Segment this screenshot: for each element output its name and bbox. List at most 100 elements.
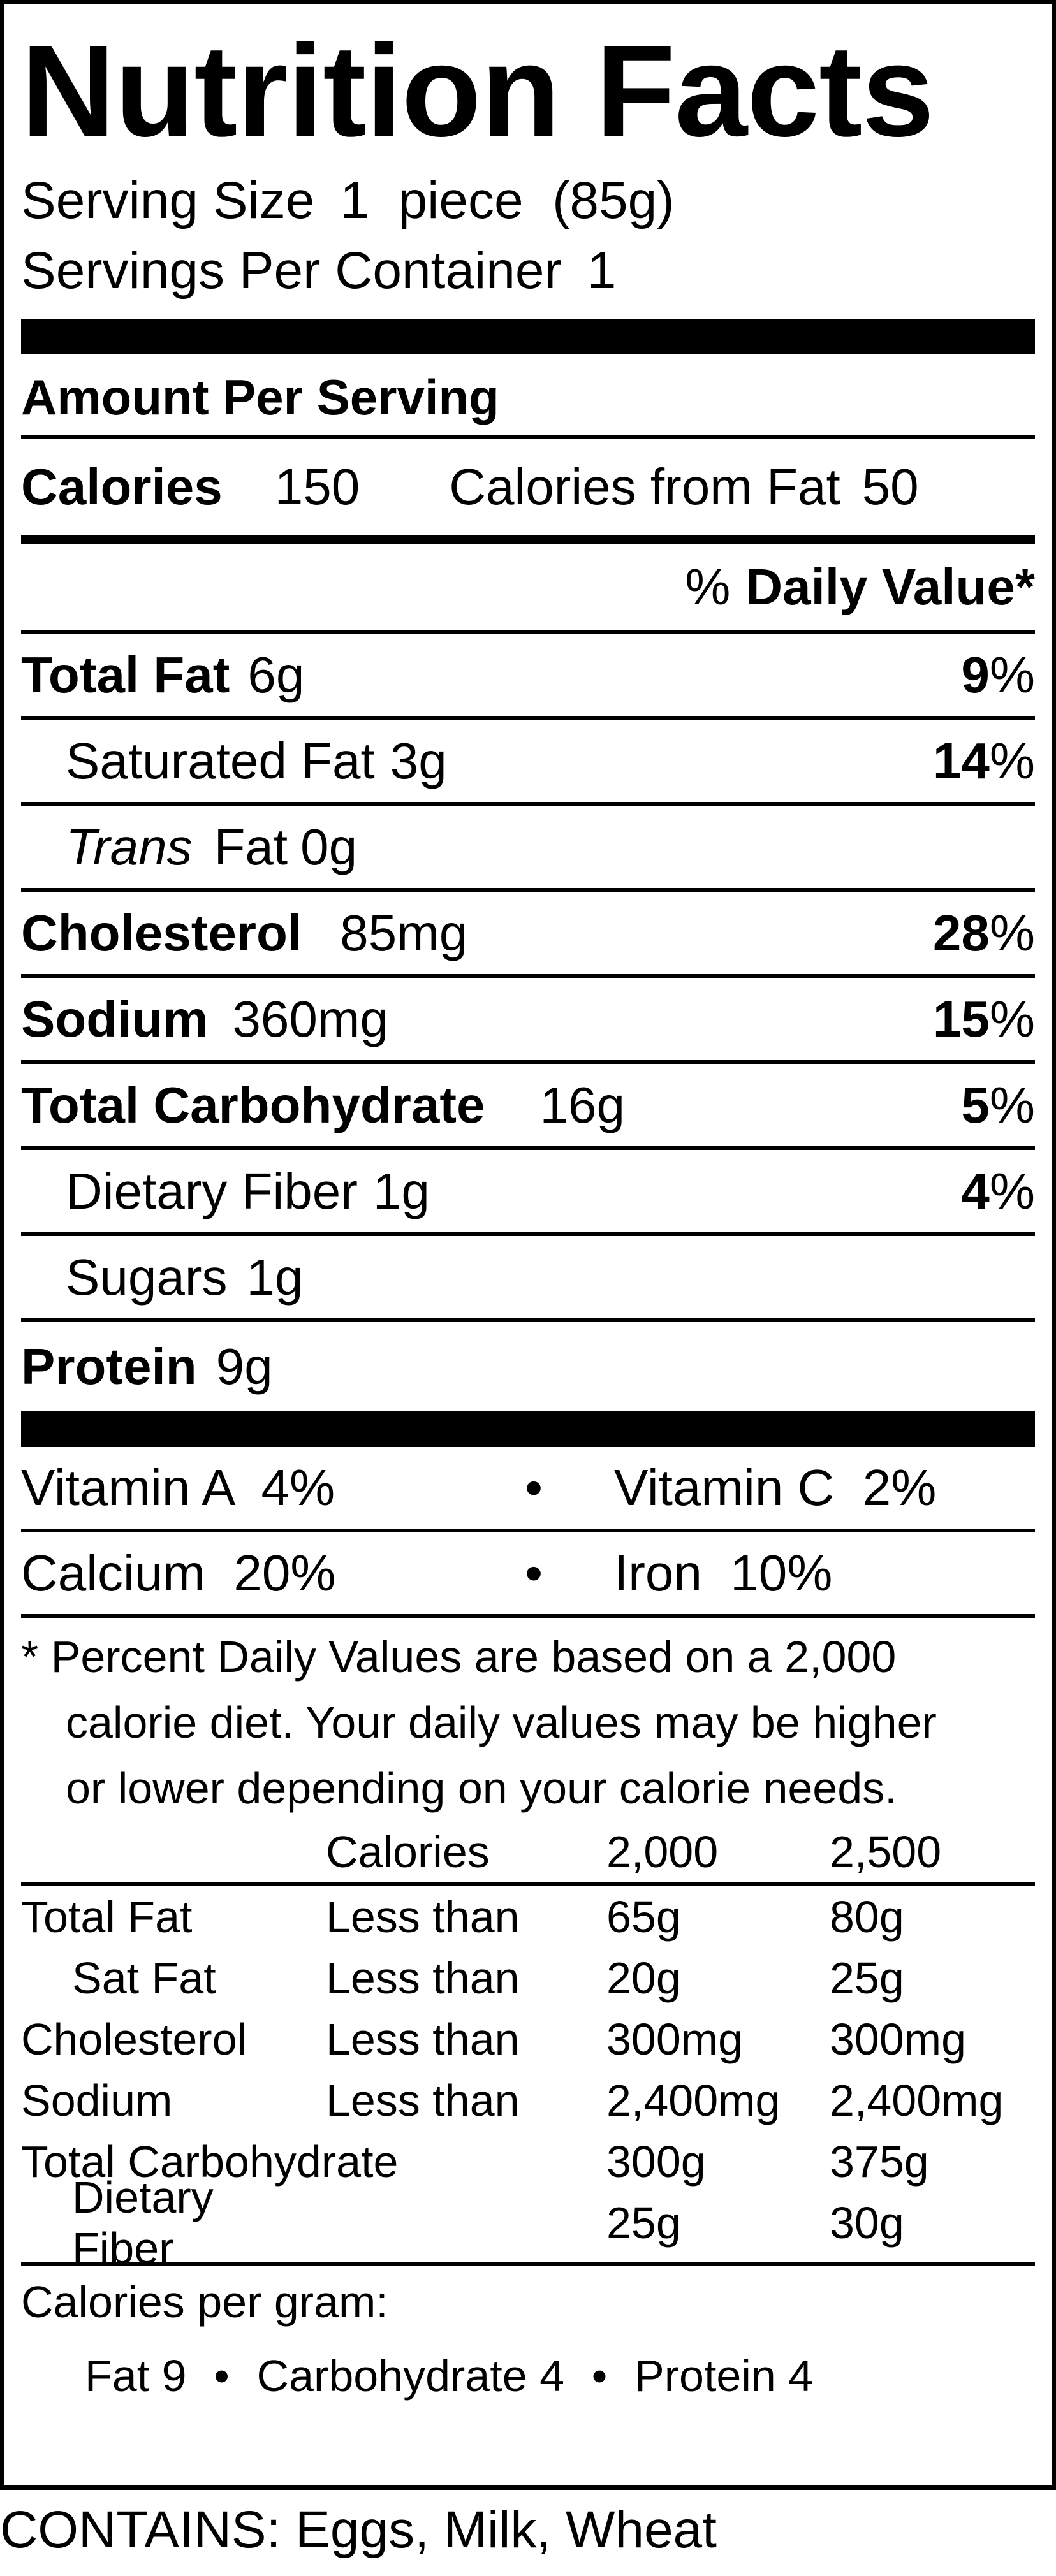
vitamin-left: Vitamin A 4% — [21, 1459, 335, 1516]
bullet-separator: • — [214, 2351, 230, 2401]
nutrient-name: Trans — [66, 818, 193, 875]
table-cell: 300g — [606, 2137, 706, 2187]
table-cell: Dietary Fiber — [72, 2172, 214, 2273]
table-cell: Less than — [326, 1892, 520, 1942]
nutrient-name: Total Carbohydrate — [21, 1076, 485, 1133]
table-row: Total Carbohydrate 300g 375g — [21, 2131, 1035, 2192]
vitamin-right: Iron 10% — [614, 1545, 833, 1601]
nutrient-name: Dietary Fiber — [66, 1162, 358, 1219]
nutrition-label: Nutrition Facts Serving Size 1 piece (85… — [0, 0, 1056, 2490]
nutrient-amount: 1g — [246, 1248, 304, 1306]
nutrient-dv: 14% — [932, 732, 1035, 789]
table-cell: Sat Fat — [72, 1953, 216, 2003]
vitamin-left: Calcium 20% — [21, 1545, 336, 1601]
table-cell: 2,400mg — [830, 2076, 1004, 2125]
calories-value: 150 — [274, 458, 360, 515]
table-cell: 2,000 — [606, 1827, 719, 1877]
calories-row: Calories 150 Calories from Fat 50 — [21, 435, 1035, 535]
table-cell: 300mg — [606, 2014, 744, 2064]
serving-size-row: Serving Size 1 piece (85g) — [21, 166, 1035, 236]
nutrient-dv: 4% — [961, 1162, 1035, 1219]
servings-per-container-value: 1 — [587, 242, 617, 300]
nutrient-row-total-carbohydrate: Total Carbohydrate 16g 5% — [21, 1060, 1035, 1146]
table-cell: 65g — [606, 1892, 681, 1942]
table-row: Total Fat Less than 65g 80g — [21, 1886, 1035, 1947]
nutrient-row-cholesterol: Cholesterol 85mg 28% — [21, 888, 1035, 974]
footnote-line: or lower depending on your calorie needs… — [66, 1763, 897, 1813]
servings-per-container-row: Servings Per Container 1 — [21, 236, 1035, 306]
nutrient-amount: 1g — [372, 1162, 430, 1219]
table-row: Sat Fat Less than 20g 25g — [21, 1947, 1035, 2009]
table-cell: Total Carbohydrate — [21, 2137, 399, 2187]
nutrient-name: Sugars — [66, 1248, 228, 1306]
nutrient-dv: 5% — [961, 1076, 1035, 1133]
table-cell: 2,500 — [830, 1827, 942, 1877]
table-cell: Calories — [326, 1827, 490, 1877]
nutrient-dv: 28% — [932, 904, 1035, 961]
calories-label: Calories — [21, 458, 223, 515]
table-cell: Total Fat — [21, 1892, 193, 1942]
nutrient-amount: 0g — [300, 818, 358, 875]
nutrient-dv: 9% — [961, 646, 1035, 703]
table-cell: Less than — [326, 2076, 520, 2125]
nutrient-amount: 360mg — [232, 990, 388, 1047]
nutrient-row-protein: Protein 9g — [21, 1318, 1035, 1411]
table-cell: 375g — [830, 2137, 929, 2187]
table-cell: 30g — [830, 2198, 904, 2248]
nutrient-name-rest: Fat — [214, 818, 288, 875]
table-row: Cholesterol Less than 300mg 300mg — [21, 2009, 1035, 2070]
nutrient-name: Sodium — [21, 990, 209, 1047]
nutrient-dv: 15% — [932, 990, 1035, 1047]
table-cell: Less than — [326, 1953, 520, 2003]
nutrient-row-sodium: Sodium 360mg 15% — [21, 974, 1035, 1060]
thick-divider — [21, 1411, 1035, 1447]
table-cell: 300mg — [830, 2014, 967, 2064]
table-cell: 2,400mg — [606, 2076, 781, 2125]
table-cell: 25g — [606, 2198, 681, 2248]
allergen-statement: CONTAINS: Eggs, Milk, Wheat — [0, 2501, 717, 2559]
bullet-separator: • — [591, 2351, 608, 2401]
footnote: * Percent Daily Values are based on a 2,… — [21, 1624, 1035, 1821]
nutrient-row-saturated-fat: Saturated Fat 3g 14% — [21, 716, 1035, 802]
vitamin-row: Vitamin A 4% • Vitamin C 2% — [21, 1447, 1035, 1529]
amount-per-serving: Amount Per Serving — [21, 368, 499, 425]
nutrient-name: Total Fat — [21, 646, 230, 703]
nutrient-row-total-fat: Total Fat 6g 9% — [21, 630, 1035, 716]
calories-from-fat-label: Calories from Fat — [449, 458, 840, 515]
table-cell: Sodium — [21, 2076, 173, 2125]
nutrient-row-dietary-fiber: Dietary Fiber 1g 4% — [21, 1146, 1035, 1232]
daily-value-table: Calories 2,000 2,500 Total Fat Less than… — [21, 1821, 1035, 2273]
nutrient-name: Saturated Fat — [66, 732, 375, 789]
nutrient-amount: 9g — [216, 1338, 273, 1395]
calories-per-gram-protein: Protein 4 — [634, 2351, 814, 2401]
nutrient-amount: 16g — [539, 1076, 625, 1133]
footnote-line: calorie diet. Your daily values may be h… — [66, 1698, 937, 1747]
nutrient-amount: 85mg — [340, 904, 468, 961]
calories-from-fat-value: 50 — [862, 458, 919, 515]
serving-size-label: Serving Size — [21, 171, 315, 229]
nutrient-row-sugars: Sugars 1g — [21, 1232, 1035, 1318]
table-cell: 25g — [830, 1953, 904, 2003]
nutrient-amount: 6g — [247, 646, 305, 703]
nutrient-name: Protein — [21, 1338, 197, 1395]
calories-per-gram-label: Calories per gram: — [21, 2277, 388, 2327]
nutrient-amount: 3g — [390, 732, 447, 789]
table-cell: Less than — [326, 2014, 520, 2064]
daily-value-percent-sign: % — [685, 558, 731, 615]
bullet-separator: • — [525, 1545, 543, 1601]
label-title: Nutrition Facts — [21, 18, 934, 164]
bullet-separator: • — [525, 1459, 543, 1516]
table-row: Sodium Less than 2,400mg 2,400mg — [21, 2070, 1035, 2131]
thick-divider — [21, 319, 1035, 354]
table-cell: 80g — [830, 1892, 904, 1942]
vitamin-right: Vitamin C 2% — [614, 1459, 937, 1516]
nutrient-row-trans-fat: Trans Fat 0g — [21, 802, 1035, 888]
table-header-row: Calories 2,000 2,500 — [21, 1821, 1035, 1882]
calories-per-gram-values: Fat 9 • Carbohydrate 4 • Protein 4 — [21, 2338, 1035, 2414]
vitamin-row: Calcium 20% • Iron 10% — [21, 1529, 1035, 1614]
calories-per-gram-carbohydrate: Carbohydrate 4 — [256, 2351, 565, 2401]
servings-per-container-label: Servings Per Container — [21, 242, 562, 300]
footnote-line: * Percent Daily Values are based on a 2,… — [21, 1632, 897, 1682]
calories-per-gram-fat: Fat 9 — [85, 2351, 187, 2401]
table-row: Dietary Fiber 25g 30g — [21, 2172, 1035, 2273]
